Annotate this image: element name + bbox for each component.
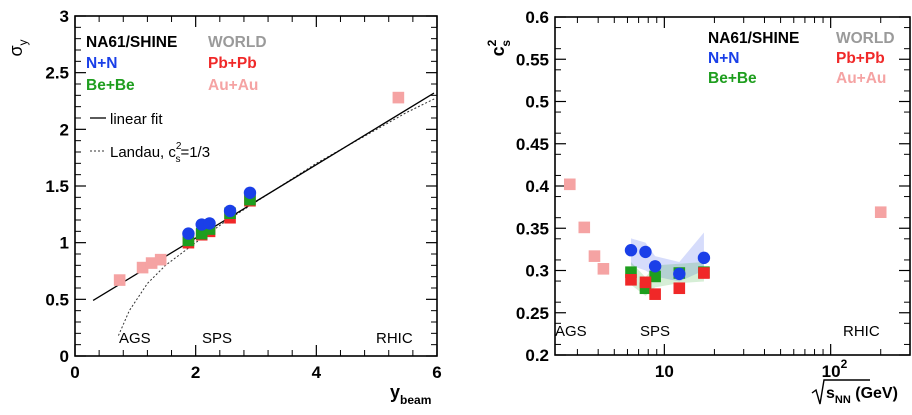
legend-auau: Au+Au	[208, 77, 258, 94]
legend-bebe: Be+Be	[86, 77, 135, 94]
x-axis-title: sNN (GeV)	[811, 379, 898, 406]
legend-world: WORLD	[836, 30, 895, 47]
y-tick-label: 0.25	[516, 304, 549, 323]
data-point-n-n	[697, 251, 711, 265]
y-axis-title: σy	[6, 39, 30, 56]
x-tick-label: 10	[655, 362, 674, 381]
legend-world: WORLD	[208, 34, 267, 51]
data-point-pb-pb	[625, 273, 637, 286]
region-label-rhic: RHIC	[376, 330, 413, 347]
x-tick-label: 6	[432, 363, 441, 382]
uncertainty-band-n-n	[630, 232, 704, 282]
y-tick-label: 0.55	[516, 50, 549, 69]
data-point-be-be	[244, 193, 256, 206]
x-tick-label: 102	[822, 357, 848, 381]
data-point-au-au	[597, 263, 610, 275]
right-panel: 0.2 0.25 0.3 0.35 0.4 0.45 0.5 0.55 0.6 10 102 c2s s…	[485, 8, 911, 406]
legend-bebe: Be+Be	[708, 70, 757, 87]
sqrt-sign	[811, 379, 870, 405]
x-tick-label: 2	[191, 363, 200, 382]
y-tick-label: 0.3	[525, 262, 549, 281]
legend-nn: N+N	[86, 55, 117, 72]
region-label-sps: SPS	[202, 330, 232, 347]
data-point-n-n	[203, 217, 216, 230]
y-tick-label: 2.5	[45, 64, 69, 83]
landau-curve	[117, 97, 438, 336]
series-be-be	[182, 193, 256, 247]
data-point-au-au	[588, 250, 601, 262]
legend-pbpb: Pb+Pb	[836, 50, 885, 67]
data-point-pb-pb	[698, 267, 710, 279]
region-label-ags: AGS	[119, 330, 151, 347]
y-tick-label: 0.5	[525, 93, 549, 112]
data-point-au-au	[136, 261, 149, 274]
x-axis-title: ybeam	[390, 382, 431, 407]
left-panel: 0 0.5 1 1.5 2 2.5 3 0 2 4 6 σy ybeam NA61/SHINE WORLD N…	[6, 7, 442, 407]
right-plot-frame	[554, 16, 911, 356]
data-point-au-au	[563, 178, 576, 191]
legend-pbpb: Pb+Pb	[208, 55, 257, 72]
series-pb-pb	[625, 267, 710, 300]
legend-na61: NA61/SHINE	[86, 34, 177, 51]
region-label-rhic: RHIC	[843, 323, 880, 340]
legend-landau: Landau, c2 s=1/3	[110, 141, 210, 165]
series-au-au	[113, 91, 405, 286]
data-point-au-au	[392, 91, 405, 104]
x-axis-title-text: sNN (GeV)	[826, 385, 898, 406]
series-n-n	[624, 244, 711, 281]
y-tick-label: 0	[60, 347, 69, 366]
legend-auau: Au+Au	[836, 70, 886, 87]
y-tick-label: 2	[60, 120, 69, 139]
legend-nn: N+N	[708, 50, 739, 67]
data-point-n-n	[648, 260, 662, 273]
data-point-pb-pb	[639, 276, 652, 289]
y-tick-label: 0.45	[516, 135, 549, 154]
legend-fit: linear fit	[110, 111, 163, 128]
data-point-be-be	[195, 227, 208, 240]
data-point-be-be	[625, 266, 637, 278]
data-point-au-au	[578, 221, 591, 234]
y-axis-title: c2s	[485, 39, 513, 56]
x-tick-label: 4	[312, 363, 322, 382]
data-point-be-be	[649, 270, 661, 283]
series-n-n	[182, 186, 257, 240]
y-tick-label: 0.35	[516, 219, 549, 238]
data-point-be-be	[639, 282, 652, 295]
data-point-au-au	[145, 257, 158, 269]
region-label-ags: AGS	[555, 323, 587, 340]
y-tick-label: 1.5	[45, 177, 69, 196]
data-point-n-n	[182, 227, 195, 240]
data-point-au-au	[154, 253, 167, 266]
legend-na61: NA61/SHINE	[708, 30, 799, 47]
y-tick-label: 0.2	[525, 346, 549, 365]
region-label-sps: SPS	[640, 323, 670, 340]
y-tick-label: 0.4	[525, 177, 549, 196]
series-au-au	[563, 178, 887, 275]
y-tick-label: 3	[60, 7, 69, 26]
y-tick-label: 0.5	[45, 290, 69, 309]
data-point-n-n	[639, 245, 652, 259]
y-tick-label: 0.6	[525, 8, 549, 27]
data-point-au-au	[874, 206, 887, 218]
data-point-be-be	[182, 234, 195, 247]
data-point-n-n	[673, 267, 686, 281]
data-point-pb-pb	[673, 282, 686, 295]
data-point-au-au	[113, 274, 126, 286]
data-point-n-n	[624, 244, 638, 257]
x-tick-label: 0	[70, 363, 79, 382]
data-point-pb-pb	[649, 288, 661, 300]
y-tick-label: 1	[60, 234, 69, 253]
data-point-n-n	[243, 186, 257, 199]
data-point-n-n	[223, 204, 237, 218]
